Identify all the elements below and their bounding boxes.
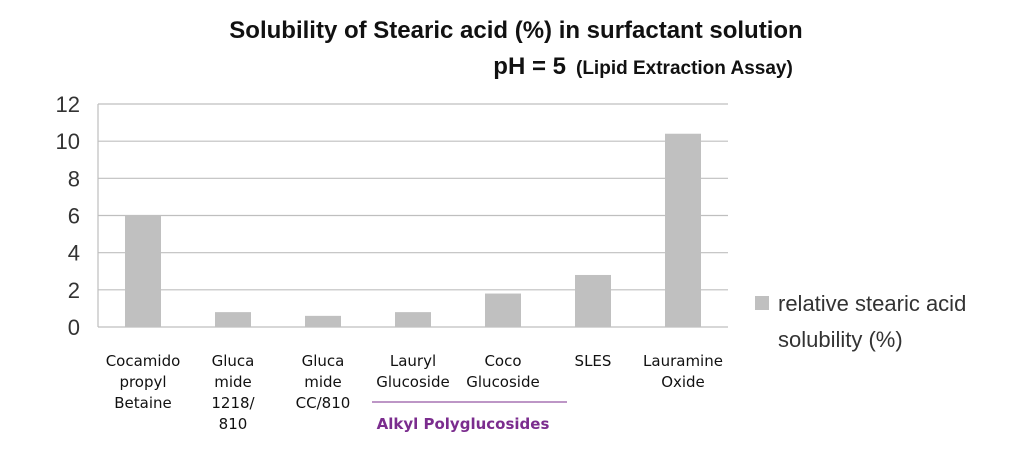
chart-subtitle-main: pH = 5 [493,53,566,80]
bar [395,312,431,327]
category-label: CC/810 [296,394,351,412]
legend-line-1: relative stearic acid [778,291,966,316]
y-tick-label: 12 [56,92,80,117]
category-label: mide [304,373,342,391]
bar [125,215,161,327]
y-tick-label: 0 [68,315,80,340]
category-label: Glucoside [466,373,539,391]
category-labels: Cocamido propyl Betaine Gluca mide 1218/810 Gl… [106,352,723,433]
group-label: Alkyl Polyglucosides [377,415,550,433]
legend-line-2: solubility (%) [778,327,903,352]
gridlines [97,103,728,328]
y-tick-label: 6 [68,204,80,229]
category-label: 810 [219,415,248,433]
bar-series [125,133,701,327]
category-label: Lauryl [390,352,436,370]
category-label: Cocamido [106,352,181,370]
legend: relative stearic acid solubility (%) [755,291,966,352]
category-label: Coco [484,352,521,370]
category-label: Gluca [212,352,255,370]
bar [215,312,251,327]
category-label: Betaine [114,394,172,412]
category-label: propyl [119,373,166,391]
y-tick-label: 8 [68,166,80,191]
category-label: Glucoside [376,373,449,391]
bar [665,133,701,327]
category-label: mide [214,373,252,391]
bar [485,293,521,327]
y-tick-label: 2 [68,278,80,303]
category-label: Gluca [302,352,345,370]
y-axis-ticks: 0 2 4 6 8 10 12 [56,92,80,340]
bar [575,274,611,327]
category-label: 1218/ [211,394,255,412]
chart-title: Solubility of Stearic acid (%) in surfac… [229,17,802,44]
category-label: SLES [575,352,612,370]
category-label: Lauramine [643,352,723,370]
y-tick-label: 4 [68,241,80,266]
y-tick-label: 10 [56,129,80,154]
bar [305,315,341,327]
category-label: Oxide [661,373,705,391]
legend-swatch [755,296,769,310]
chart-subtitle-note: (Lipid Extraction Assay) [576,58,793,79]
